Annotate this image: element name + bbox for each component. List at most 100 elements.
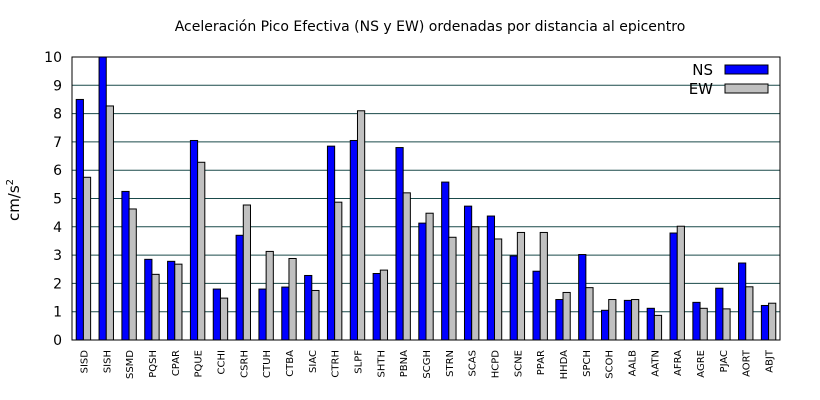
- bar-ew-aort: [745, 286, 754, 341]
- bar-ew-scas: [471, 226, 480, 341]
- bar-ew-pbna: [402, 192, 411, 341]
- bar-ns-slpf: [349, 139, 358, 341]
- bar-ew-hcpd: [494, 238, 503, 341]
- bar-ns-cpar: [167, 260, 176, 341]
- x-tick-label: SCNE: [513, 350, 524, 377]
- x-tick-label: CTRH: [331, 350, 342, 378]
- bar-ew-hhda: [562, 291, 571, 341]
- bar-ew-slpf: [356, 110, 366, 341]
- bar-ns-scoh: [601, 309, 610, 341]
- chart-title: Aceleración Pico Efectiva (NS y EW) orde…: [175, 19, 686, 35]
- bar-ew-ctrh: [334, 201, 343, 341]
- bar-ew-scoh: [608, 299, 617, 341]
- bar-ew-ctuh: [265, 250, 274, 341]
- bar-ns-hhda: [555, 299, 564, 341]
- x-tick-label: PQSH: [148, 350, 159, 378]
- y-tick-label: 10: [44, 50, 62, 66]
- x-tick-label: AFRA: [673, 350, 684, 376]
- bar-ew-cchi: [219, 297, 229, 341]
- bar-ew-ctba: [288, 257, 297, 341]
- bar-ew-agre: [699, 307, 708, 341]
- bar-ns-pque: [189, 139, 199, 341]
- x-tick-label: SCGH: [422, 350, 433, 379]
- plot-frame: [71, 56, 781, 341]
- x-tick-label: SPCH: [582, 350, 593, 377]
- bar-ns-ctrh: [326, 145, 336, 341]
- bar-ew-pque: [197, 161, 206, 341]
- bar-ew-sisd: [82, 176, 92, 341]
- bar-ew-shth: [379, 269, 389, 341]
- y-axis-label-superscript: 2: [5, 179, 16, 185]
- bar-ns-agre: [692, 301, 701, 341]
- bar-ns-csrh: [235, 234, 244, 341]
- bar-ew-aalb: [631, 299, 640, 341]
- bar-ns-aort: [738, 262, 747, 341]
- x-tick-label: CTUH: [262, 350, 273, 378]
- x-tick-label: ABJT: [765, 349, 776, 373]
- y-tick-label: 8: [53, 107, 62, 123]
- y-tick-label: 2: [53, 276, 62, 292]
- y-tick-label: 9: [53, 78, 62, 94]
- bar-ns-pqsh: [144, 258, 153, 341]
- bar-ns-sish: [98, 56, 107, 341]
- bar-ew-ppar: [539, 231, 548, 341]
- bar-ew-strn: [448, 236, 457, 341]
- bar-ew-csrh: [242, 204, 251, 341]
- bar-ew-abjt: [768, 302, 777, 341]
- bar-ns-ssmd: [121, 190, 130, 341]
- bar-ns-siac: [304, 274, 313, 341]
- bar-ew-pqsh: [151, 273, 160, 341]
- bar-ns-scgh: [418, 222, 427, 341]
- bar-ns-abjt: [760, 304, 770, 341]
- y-tick-label: 1: [53, 305, 62, 321]
- x-tick-label: SSMD: [125, 350, 136, 379]
- y-tick-label: 5: [53, 192, 62, 208]
- bar-ew-aatn: [653, 314, 663, 341]
- y-axis-label-text: cm/s: [5, 185, 23, 221]
- bar-ew-sish: [105, 105, 114, 341]
- bars-group: [75, 56, 777, 341]
- bar-ew-afra: [676, 225, 685, 341]
- x-tick-label: SIAC: [308, 350, 319, 373]
- x-tick-label: SISD: [79, 350, 90, 374]
- bar-ew-spch: [585, 287, 594, 341]
- y-tick-label: 3: [53, 248, 62, 264]
- x-tick-label: AALB: [628, 350, 639, 377]
- bar-ns-ctuh: [258, 288, 267, 341]
- bar-ns-aalb: [623, 299, 633, 341]
- x-tick-label: SCOH: [605, 350, 616, 379]
- bar-ns-ppar: [532, 270, 541, 341]
- x-tick-label: CCHI: [216, 350, 227, 374]
- x-tick-label: SISH: [102, 350, 113, 373]
- bar-ew-scne: [516, 231, 526, 341]
- x-tick-labels: SISD SISH SSMD PQSH CPAR PQUE CCHI CSRH CTUH CTBA…: [79, 349, 775, 379]
- legend-label-ns: NS: [692, 61, 713, 79]
- x-tick-label: AATN: [650, 350, 661, 377]
- y-tick-labels: 0 1 2 3 4 5 6 7 8 9 10: [44, 50, 62, 349]
- bar-ns-scas: [463, 205, 473, 341]
- y-tick-label: 4: [53, 220, 62, 236]
- bar-ns-pjac: [715, 287, 724, 341]
- x-tick-label: PBNA: [399, 350, 410, 377]
- x-tick-label: CPAR: [171, 350, 182, 376]
- legend-label-ew: EW: [689, 80, 713, 98]
- x-tick-label: SHTH: [376, 350, 387, 378]
- x-tick-label: PJAC: [719, 350, 730, 372]
- bar-ns-shth: [372, 272, 381, 341]
- legend-swatch-ew: [724, 83, 769, 94]
- bar-ns-scne: [509, 255, 518, 341]
- bar-ns-afra: [669, 232, 678, 341]
- x-tick-label: AORT: [742, 349, 753, 377]
- bar-ew-ssmd: [128, 208, 137, 341]
- bar-ns-spch: [578, 254, 587, 341]
- y-tick-label: 7: [53, 135, 62, 151]
- bar-ns-hcpd: [486, 215, 496, 341]
- y-axis-label: cm/s2: [5, 179, 23, 221]
- bar-ns-pbna: [395, 147, 404, 341]
- bar-ns-sisd: [75, 98, 84, 341]
- bar-ns-cchi: [212, 288, 221, 341]
- y-tick-label: 6: [53, 163, 62, 179]
- bar-ns-ctba: [281, 286, 290, 341]
